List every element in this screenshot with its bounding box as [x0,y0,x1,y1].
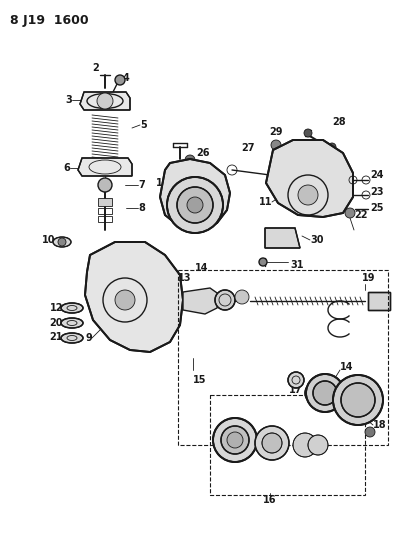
Text: 31: 31 [290,260,304,270]
Text: 21: 21 [49,332,63,342]
Bar [98,198,112,206]
Text: 20: 20 [49,318,63,328]
Polygon shape [80,92,130,110]
Circle shape [271,140,281,150]
Text: 15: 15 [193,375,207,385]
Text: 6: 6 [63,163,70,173]
Circle shape [58,238,66,246]
Ellipse shape [213,418,257,462]
Polygon shape [266,140,353,217]
Bar [98,216,112,222]
Circle shape [185,155,195,165]
Circle shape [305,383,325,403]
Text: 12: 12 [49,303,63,313]
Text: 5: 5 [140,120,147,130]
Circle shape [187,197,203,213]
Text: 13: 13 [178,273,192,283]
Text: 16: 16 [263,495,277,505]
Text: 10: 10 [41,235,55,245]
Text: 30: 30 [310,235,324,245]
Text: 8 J19  1600: 8 J19 1600 [10,14,89,27]
Bar [178,270,388,445]
Text: 24: 24 [370,170,383,180]
Text: 3: 3 [65,95,72,105]
Polygon shape [85,242,183,352]
Circle shape [115,290,135,310]
Text: 4: 4 [123,73,130,83]
Ellipse shape [221,426,249,454]
Ellipse shape [262,433,282,453]
Ellipse shape [227,432,243,448]
Ellipse shape [235,290,249,304]
Ellipse shape [293,433,317,457]
Text: 1: 1 [156,178,163,188]
Text: 9: 9 [85,333,92,343]
Ellipse shape [306,374,344,412]
Polygon shape [160,159,230,230]
Bar [98,208,112,214]
Circle shape [167,177,223,233]
Text: 26: 26 [196,148,209,158]
Polygon shape [78,158,132,176]
Circle shape [304,129,312,137]
Text: 8: 8 [138,203,145,213]
Polygon shape [183,288,220,314]
Ellipse shape [255,426,289,460]
Text: 29: 29 [269,127,283,137]
Circle shape [259,258,267,266]
Ellipse shape [53,237,71,247]
Bar [368,292,390,310]
Ellipse shape [341,383,375,417]
Ellipse shape [61,333,83,343]
Text: 23: 23 [370,187,383,197]
Circle shape [328,143,336,151]
Ellipse shape [215,290,235,310]
Text: 27: 27 [241,143,255,153]
Ellipse shape [308,435,328,455]
Text: 14: 14 [195,263,209,273]
Bar [368,292,390,310]
Circle shape [345,208,355,218]
Circle shape [98,178,112,192]
Text: 17: 17 [289,385,303,395]
Ellipse shape [61,318,83,328]
Text: 2: 2 [92,63,99,73]
Text: 14: 14 [340,362,354,372]
Circle shape [177,187,213,223]
Text: 7: 7 [138,180,145,190]
Circle shape [298,185,318,205]
Ellipse shape [288,372,304,388]
Bar [210,395,365,495]
Text: 18: 18 [373,420,387,430]
Circle shape [97,93,113,109]
Text: 28: 28 [332,117,346,127]
Circle shape [365,427,375,437]
Polygon shape [265,228,300,248]
Text: 25: 25 [370,203,383,213]
Text: 22: 22 [354,210,367,220]
Text: 19: 19 [362,273,375,283]
Text: 13: 13 [310,395,324,405]
Circle shape [115,75,125,85]
Ellipse shape [313,381,337,405]
Text: 11: 11 [259,197,272,207]
Ellipse shape [333,375,383,425]
Ellipse shape [61,303,83,313]
